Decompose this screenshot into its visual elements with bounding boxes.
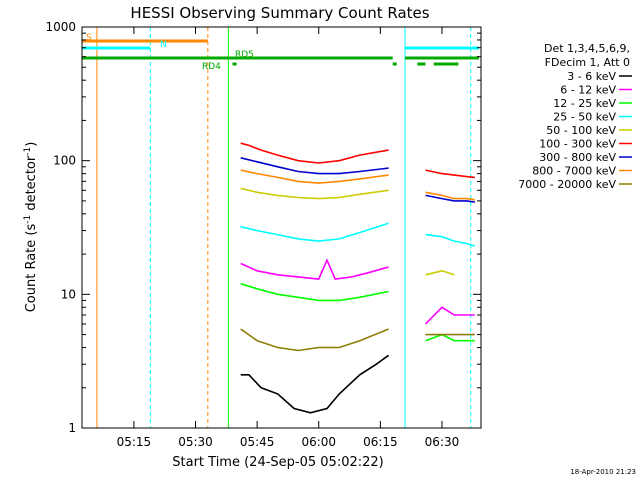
chart-title: HESSI Observing Summary Count Rates — [130, 4, 429, 22]
x-tick-label-4: 06:00 — [301, 435, 336, 449]
legend-label-1: 3 - 6 keV — [567, 70, 616, 83]
legend-label-6: 100 - 300 keV — [539, 138, 616, 151]
legend: Det 1,3,4,5,6,9, FDecim 1, Att 0 3 - 6 k… — [518, 42, 632, 191]
series-line-7-segment-2 — [425, 194, 475, 203]
series-line-2-segment-2 — [424, 306, 475, 325]
footer-timestamp: 18-Apr-2010 21:23 — [570, 468, 636, 476]
x-axis-label: Start Time (24-Sep-05 05:02:22) — [172, 455, 383, 470]
legend-header-line-1: Det 1,3,4,5,6,9, — [544, 42, 630, 55]
series-line-8-segment-2 — [425, 191, 475, 201]
y-tick-label-2: 10 — [61, 287, 76, 301]
flag-label-rd4: RD4 — [202, 62, 221, 72]
x-tick-label-1: 05:15 — [117, 435, 152, 449]
series-line-3-segment-2 — [425, 333, 475, 342]
series-line-1-segment-1 — [240, 354, 390, 414]
plot-frame — [81, 26, 482, 429]
series-line-5-segment-1 — [240, 187, 389, 200]
series-line-5-segment-2 — [425, 269, 455, 276]
legend-label-8: 800 - 7000 keV — [532, 165, 616, 178]
y-tick-label-4: 1000 — [45, 20, 76, 34]
legend-label-4: 25 - 50 keV — [553, 111, 616, 124]
series-line-9-segment-1 — [240, 328, 389, 352]
legend-label-2: 6 - 12 keV — [560, 84, 616, 97]
legend-label-3: 12 - 25 keV — [553, 97, 616, 110]
flag-label-rd5: RD5 — [235, 50, 254, 60]
legend-header-line-2: FDecim 1, Att 0 — [545, 56, 630, 69]
series-line-6-segment-2 — [425, 169, 475, 179]
series-line-2-segment-1 — [240, 258, 389, 280]
x-axis: 05:15 05:30 05:45 06:00 06:15 06:30 — [117, 27, 460, 449]
y-axis-label: Count Rate (s-1 detector-1) — [23, 142, 39, 313]
y-tick-label-3: 100 — [53, 154, 76, 168]
y-axis: 1 10 100 1000 — [45, 20, 481, 435]
plot-area: S N RD5 RD4 — [82, 27, 479, 428]
series-line-3-segment-1 — [240, 282, 389, 302]
x-tick-label-3: 05:45 — [240, 435, 275, 449]
flag-label-s: S — [86, 33, 92, 43]
series-line-4-segment-2 — [425, 233, 476, 247]
series-line-4-segment-1 — [240, 222, 389, 242]
legend-label-9: 7000 - 20000 keV — [518, 178, 616, 191]
flag-label-n: N — [160, 40, 167, 50]
series-line-6-segment-1 — [240, 142, 389, 164]
legend-label-7: 300 - 800 keV — [539, 151, 616, 164]
legend-label-5: 50 - 100 keV — [546, 124, 616, 137]
y-tick-label-1: 1 — [68, 421, 76, 435]
series-line-7-segment-1 — [240, 157, 389, 175]
x-tick-label-6: 06:30 — [425, 435, 460, 449]
series-line-8-segment-1 — [240, 169, 389, 184]
x-tick-label-5: 06:15 — [363, 435, 398, 449]
x-tick-label-2: 05:30 — [178, 435, 213, 449]
